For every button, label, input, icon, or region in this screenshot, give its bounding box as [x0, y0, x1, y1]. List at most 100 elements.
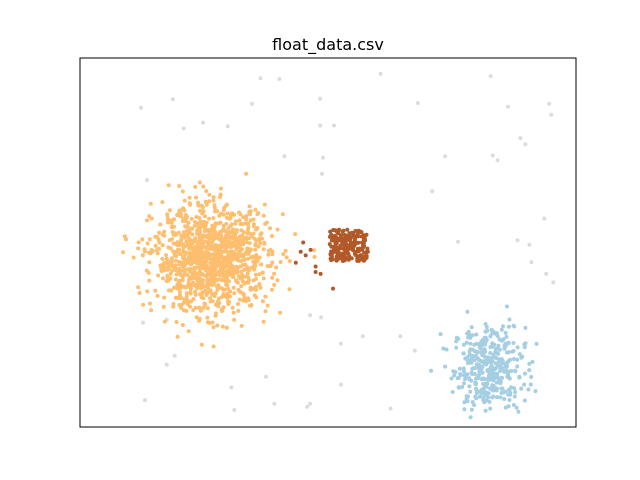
cluster-large-orange-point — [280, 212, 285, 217]
cluster-large-orange-point — [181, 216, 186, 221]
cluster-large-orange-point — [196, 200, 200, 205]
cluster-large-orange-point — [147, 214, 152, 219]
cluster-large-orange-point — [166, 264, 171, 269]
cluster-small-blue-point — [488, 406, 493, 411]
cluster-large-orange-point — [197, 305, 202, 310]
cluster-small-blue-point — [491, 370, 496, 375]
cluster-small-blue-point — [503, 341, 508, 346]
cluster-large-orange-point — [153, 243, 158, 248]
cluster-large-orange-point — [239, 284, 244, 289]
cluster-large-orange-point — [177, 289, 182, 294]
cluster-small-blue-point — [519, 386, 524, 391]
cluster-large-orange-point — [147, 278, 152, 283]
cluster-small-blue-point — [470, 400, 475, 404]
cluster-large-orange-point — [257, 282, 262, 287]
cluster-small-blue-point — [487, 399, 492, 404]
cluster-large-orange-point — [234, 247, 239, 251]
cluster-large-orange-point — [164, 253, 169, 258]
cluster-large-orange-point — [177, 278, 182, 283]
noise-point — [170, 97, 175, 102]
cluster-large-orange-point — [194, 195, 198, 200]
cluster-small-blue-point — [451, 369, 456, 374]
cluster-large-orange-point — [205, 315, 210, 320]
cluster-large-orange-point — [168, 271, 173, 276]
cluster-brown-square-point — [298, 249, 303, 254]
cluster-large-orange-point — [248, 209, 253, 214]
cluster-small-blue-point — [462, 400, 467, 405]
cluster-large-orange-point — [162, 229, 167, 234]
cluster-small-blue-point — [496, 343, 501, 348]
cluster-small-blue-point — [458, 372, 463, 376]
cluster-large-orange-point — [147, 237, 152, 242]
cluster-large-orange-point — [272, 271, 277, 276]
cluster-small-blue-point — [489, 327, 494, 332]
cluster-large-orange-point — [184, 229, 189, 234]
cluster-large-orange-point — [216, 296, 221, 301]
cluster-brown-square-point — [336, 253, 341, 258]
cluster-large-orange-point — [205, 280, 210, 285]
noise-point — [332, 123, 336, 128]
cluster-small-blue-point — [486, 373, 491, 378]
cluster-large-orange-point — [232, 240, 237, 245]
cluster-small-blue-point — [476, 376, 480, 381]
cluster-small-blue-point — [443, 364, 448, 369]
cluster-large-orange-point — [170, 268, 174, 273]
noise-point — [544, 271, 549, 276]
cluster-large-orange-point — [275, 227, 280, 232]
cluster-large-orange-point — [175, 334, 180, 339]
cluster-large-orange-point — [157, 240, 162, 245]
cluster-large-orange-point — [200, 259, 205, 264]
cluster-brown-square-point — [342, 247, 347, 252]
cluster-large-orange-point — [224, 258, 229, 263]
noise-point — [488, 74, 493, 79]
cluster-small-blue-point — [461, 342, 466, 347]
noise-point — [308, 401, 313, 406]
cluster-large-orange-point — [147, 301, 152, 306]
cluster-large-orange-point — [136, 240, 141, 245]
cluster-large-orange-point — [175, 243, 179, 247]
cluster-brown-square-point — [332, 233, 337, 238]
cluster-small-blue-point — [500, 386, 505, 391]
cluster-small-blue-point — [506, 324, 511, 329]
cluster-small-blue-point — [468, 335, 473, 340]
cluster-large-orange-point — [156, 237, 161, 242]
cluster-brown-square-point — [353, 250, 358, 255]
cluster-large-orange-point — [171, 249, 176, 254]
cluster-large-orange-point — [183, 224, 188, 229]
cluster-brown-square-point — [340, 251, 345, 256]
cluster-large-orange-point — [224, 239, 229, 244]
cluster-large-orange-point — [224, 325, 229, 330]
cluster-large-orange-point — [193, 274, 198, 279]
cluster-large-orange-point — [177, 184, 182, 188]
cluster-large-orange-point — [242, 281, 247, 286]
cluster-large-orange-point — [216, 221, 221, 226]
cluster-large-orange-point — [247, 268, 252, 273]
cluster-large-orange-point — [178, 214, 183, 219]
cluster-small-blue-point — [513, 368, 518, 373]
cluster-brown-square-point — [360, 246, 365, 251]
noise-point — [250, 101, 255, 106]
cluster-brown-square-point — [337, 245, 342, 250]
cluster-large-orange-point — [258, 285, 263, 290]
cluster-small-blue-point — [429, 368, 434, 373]
cluster-large-orange-point — [199, 265, 204, 270]
cluster-large-orange-point — [212, 273, 217, 278]
cluster-large-orange-point — [211, 198, 216, 203]
cluster-large-orange-point — [235, 255, 239, 260]
cluster-small-blue-point — [462, 381, 466, 386]
cluster-large-orange-point — [207, 216, 211, 221]
cluster-large-orange-point — [278, 310, 283, 315]
cluster-small-blue-point — [511, 341, 516, 345]
cluster-large-orange-point — [212, 270, 217, 274]
cluster-large-orange-point — [204, 202, 209, 207]
cluster-brown-square-point — [364, 250, 369, 255]
cluster-large-orange-point — [231, 310, 236, 315]
cluster-small-blue-point — [465, 361, 470, 365]
noise-point — [141, 320, 145, 325]
cluster-large-orange-point — [147, 250, 152, 255]
cluster-brown-square-point — [338, 238, 343, 243]
cluster-large-orange-point — [208, 296, 213, 301]
cluster-large-orange-point — [272, 282, 277, 287]
cluster-large-orange-point — [190, 252, 195, 257]
cluster-large-orange-point — [278, 260, 283, 264]
